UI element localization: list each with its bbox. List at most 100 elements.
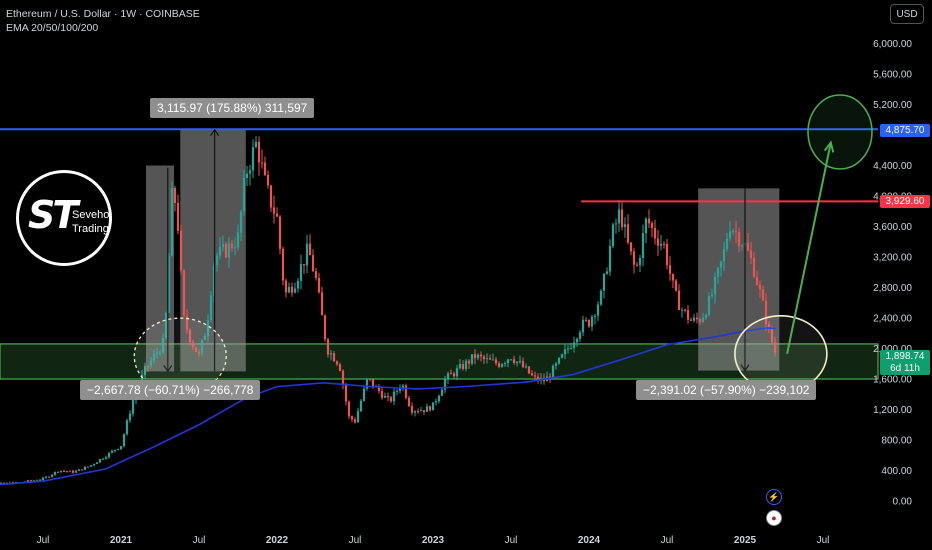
- candle-body: [533, 375, 537, 377]
- y-tick-label: 6,000.00: [873, 39, 912, 50]
- candle-body: [527, 366, 531, 374]
- candle-body: [716, 267, 720, 278]
- candle-body: [98, 459, 102, 463]
- candle-body: [680, 309, 684, 311]
- candle-body: [425, 406, 429, 412]
- candle-body: [431, 402, 435, 411]
- candle-body: [725, 238, 729, 250]
- candle-body: [653, 227, 657, 239]
- candle-body: [395, 390, 399, 392]
- candle-body: [443, 379, 447, 390]
- y-tick-label: 1,600.00: [873, 375, 912, 386]
- candle-body: [629, 242, 633, 252]
- candle-body: [608, 246, 612, 272]
- candle-body: [401, 385, 405, 389]
- candle-body: [359, 400, 363, 412]
- x-tick-label: Jul: [505, 535, 518, 546]
- candle-body: [752, 258, 756, 277]
- candle-body: [665, 243, 669, 266]
- candle-body: [674, 280, 678, 291]
- candle-body: [521, 361, 525, 368]
- candle-body: [659, 243, 663, 246]
- candle-body: [191, 342, 195, 348]
- candle-body: [398, 388, 402, 391]
- candle-body: [458, 364, 462, 369]
- candle-body: [65, 471, 69, 473]
- candle-body: [407, 397, 411, 407]
- candle-body: [362, 388, 366, 401]
- candle-body: [290, 286, 294, 293]
- candle-body: [80, 469, 84, 471]
- x-tick-label: Jul: [817, 535, 830, 546]
- candle-body: [686, 309, 690, 320]
- candle-body: [89, 465, 93, 467]
- candle-body: [617, 209, 621, 224]
- candle-body: [761, 289, 765, 301]
- candle-body: [509, 359, 513, 361]
- candle-body: [356, 411, 360, 423]
- candle-body: [476, 354, 480, 359]
- candle-body: [251, 147, 255, 171]
- candle-body: [692, 317, 696, 321]
- candle-body: [0, 482, 3, 484]
- x-tick-label: 2021: [110, 535, 133, 546]
- y-tick-label: 5,200.00: [873, 100, 912, 111]
- candle-body: [332, 353, 336, 362]
- candle-body: [560, 354, 564, 358]
- candle-body: [206, 319, 210, 336]
- candle-body: [728, 231, 732, 239]
- candle-body: [377, 386, 381, 392]
- candle-body: [683, 309, 687, 311]
- rise-arrow-head: [210, 128, 220, 136]
- indicator-legend[interactable]: EMA 20/50/100/200: [6, 22, 99, 34]
- lightning-icon[interactable]: ⚡: [766, 489, 782, 505]
- candle-body: [641, 233, 645, 258]
- candle-body: [650, 223, 654, 228]
- candle-body: [185, 315, 189, 330]
- candle-body: [329, 353, 333, 355]
- candle-body: [755, 276, 759, 285]
- us-flag-icon[interactable]: ●: [766, 510, 782, 526]
- candle-body: [764, 300, 768, 324]
- candle-body: [173, 188, 177, 204]
- candle-body: [656, 238, 660, 246]
- candle-body: [644, 218, 648, 234]
- candle-body: [758, 284, 762, 290]
- candle-body: [710, 294, 714, 296]
- candle-body: [698, 319, 702, 322]
- candle-body: [404, 385, 408, 398]
- candle-body: [149, 360, 153, 367]
- candle-body: [551, 365, 555, 378]
- candle-body: [113, 449, 117, 451]
- y-tick-label: 5,600.00: [873, 70, 912, 81]
- left-drop-annotation: −2,667.78 (−60.71%) −266,778: [80, 380, 261, 400]
- candle-body: [305, 243, 309, 266]
- candle-body: [749, 250, 753, 259]
- logo-line1: Seveho: [72, 209, 110, 221]
- candle-body: [572, 342, 576, 348]
- candle-body: [647, 218, 651, 224]
- candle-body: [491, 359, 495, 361]
- x-tick-label: Jul: [661, 535, 674, 546]
- rise-annotation: 3,115.97 (175.88%) 311,597: [150, 98, 315, 118]
- candle-body: [269, 185, 273, 208]
- candle-body: [746, 242, 750, 251]
- currency-button[interactable]: USD: [890, 4, 924, 24]
- candle-body: [308, 243, 312, 256]
- candle-body: [56, 471, 60, 473]
- candle-body: [341, 370, 345, 385]
- candle-body: [536, 376, 540, 381]
- red-line-price-tag: 3,929.60: [880, 195, 930, 208]
- right-drop-annotation: −2,391.02 (−57.90%) −239,102: [636, 380, 817, 400]
- candle-body: [302, 264, 306, 266]
- candle-body: [719, 261, 723, 268]
- x-tick-label: 2025: [734, 535, 757, 546]
- candle-body: [146, 365, 150, 367]
- candle-body: [701, 317, 705, 322]
- candle-body: [707, 295, 711, 315]
- candle-body: [488, 358, 492, 360]
- candle-body: [125, 420, 129, 435]
- candle-body: [503, 363, 507, 365]
- candle-body: [419, 410, 423, 412]
